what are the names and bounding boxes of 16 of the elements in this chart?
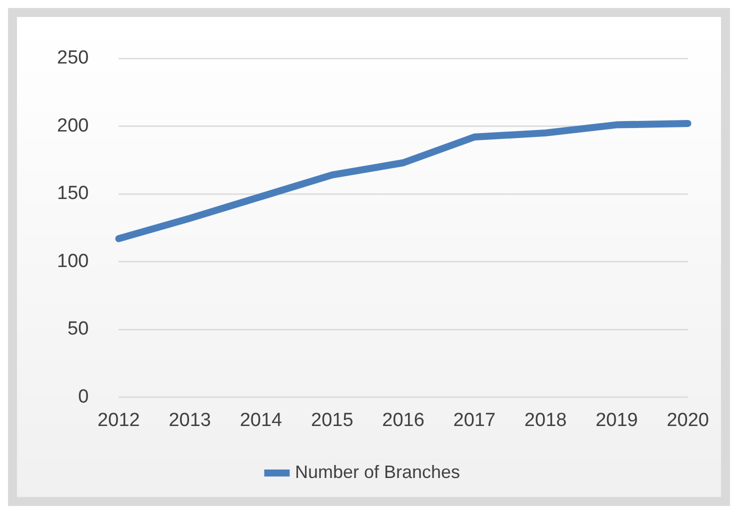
y-tick-label: 150: [57, 183, 89, 204]
x-tick-label: 2012: [98, 410, 140, 431]
y-tick-label: 200: [57, 115, 89, 136]
x-tick-label: 2015: [310, 410, 354, 431]
x-tick-label: 2020: [666, 410, 710, 431]
legend-label: Number of Branches: [294, 462, 460, 482]
x-tick-label: 2019: [596, 410, 638, 431]
x-tick-label: 2017: [453, 410, 496, 431]
y-tick-label: 250: [57, 48, 89, 69]
x-tick-label: 2014: [240, 410, 283, 431]
y-tick-label: 100: [57, 250, 89, 272]
x-tick-label: 2016: [382, 410, 424, 431]
y-tick-label: 0: [78, 386, 89, 408]
x-tick-label: 2018: [524, 410, 567, 431]
x-tick-label: 2013: [168, 410, 211, 431]
y-tick-label: 50: [68, 318, 89, 340]
